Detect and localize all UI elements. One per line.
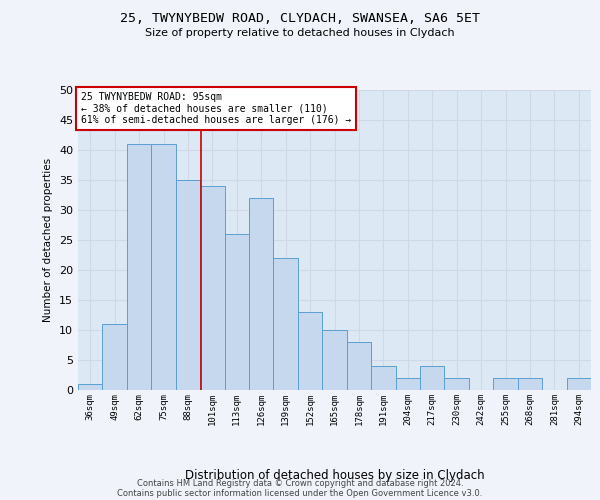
Bar — [249, 198, 274, 390]
Bar — [347, 342, 371, 390]
Bar — [103, 324, 127, 390]
X-axis label: Distribution of detached houses by size in Clydach: Distribution of detached houses by size … — [185, 470, 484, 482]
Text: Contains public sector information licensed under the Open Government Licence v3: Contains public sector information licen… — [118, 488, 482, 498]
Bar — [420, 366, 445, 390]
Bar — [566, 378, 591, 390]
Bar — [298, 312, 322, 390]
Bar — [274, 258, 298, 390]
Text: Size of property relative to detached houses in Clydach: Size of property relative to detached ho… — [145, 28, 455, 38]
Text: 25 TWYNYBEDW ROAD: 95sqm
← 38% of detached houses are smaller (110)
61% of semi-: 25 TWYNYBEDW ROAD: 95sqm ← 38% of detach… — [80, 92, 351, 124]
Bar — [224, 234, 249, 390]
Bar — [322, 330, 347, 390]
Bar — [493, 378, 518, 390]
Text: 25, TWYNYBEDW ROAD, CLYDACH, SWANSEA, SA6 5ET: 25, TWYNYBEDW ROAD, CLYDACH, SWANSEA, SA… — [120, 12, 480, 26]
Bar — [176, 180, 200, 390]
Bar — [395, 378, 420, 390]
Bar — [151, 144, 176, 390]
Y-axis label: Number of detached properties: Number of detached properties — [43, 158, 53, 322]
Bar — [127, 144, 151, 390]
Text: Contains HM Land Registry data © Crown copyright and database right 2024.: Contains HM Land Registry data © Crown c… — [137, 478, 463, 488]
Bar — [371, 366, 395, 390]
Bar — [445, 378, 469, 390]
Bar — [518, 378, 542, 390]
Bar — [200, 186, 224, 390]
Bar — [78, 384, 103, 390]
